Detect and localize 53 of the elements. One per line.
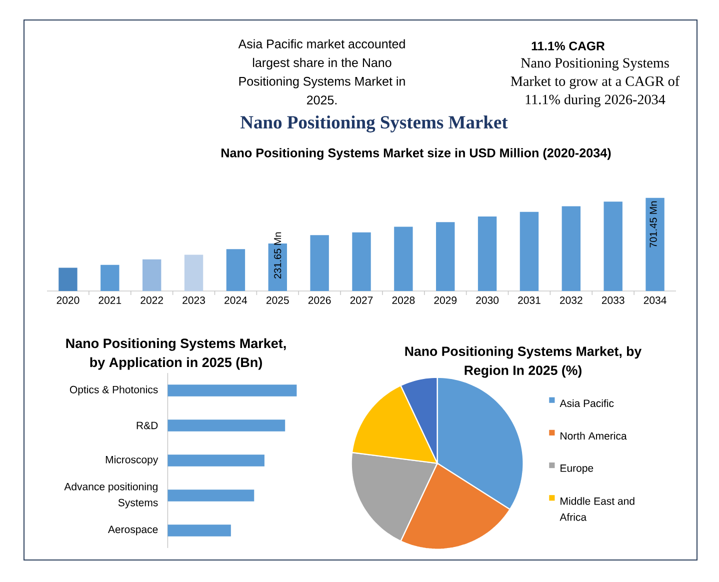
x-tick-label: 2020 xyxy=(56,296,80,304)
bar xyxy=(310,235,329,291)
x-tick-label: 2027 xyxy=(350,296,373,304)
x-tick-label: 2023 xyxy=(182,296,205,304)
legend-label: Asia Pacific xyxy=(560,399,614,408)
chart-title: Nano Positioning Systems Market, by Application in 2025 (Bn) xyxy=(66,338,286,370)
bar xyxy=(226,249,246,291)
bar xyxy=(168,454,264,466)
bar xyxy=(168,524,231,536)
text: Asia Pacific market accounted largest share in the Nano Positioning Systems Market in 2025. xyxy=(238,39,405,104)
y-tick-label: Advance positioning Systems xyxy=(64,482,158,508)
legend-label: Middle East and Africa xyxy=(560,497,634,521)
x-tick-label: 2021 xyxy=(98,296,122,304)
y-tick-label: Optics & Photonics xyxy=(70,386,158,396)
x-tick-label: 2024 xyxy=(224,296,248,304)
bar xyxy=(142,259,162,291)
x-tick-label: 2026 xyxy=(308,296,331,304)
bar xyxy=(100,264,120,291)
bar xyxy=(520,212,539,291)
legend-label: North America xyxy=(560,432,627,440)
annotation: 701.45 Mn xyxy=(650,201,657,248)
bar xyxy=(478,216,497,291)
bar xyxy=(604,202,622,291)
legend-label: Europe xyxy=(560,464,594,474)
bar xyxy=(168,420,286,432)
bar xyxy=(394,226,413,291)
y-tick-label: Aerospace xyxy=(108,526,158,536)
chart-subtitle: Nano Positioning Systems Market size in USD Million (2020-2034) xyxy=(222,148,611,160)
text: 11.1% CAGR xyxy=(532,42,605,50)
bar xyxy=(352,232,371,291)
chart-title: Nano Positioning Systems Market xyxy=(240,116,508,132)
x-tick-label: 2032 xyxy=(560,296,582,304)
bar xyxy=(268,244,287,291)
bar xyxy=(184,254,204,291)
x-tick-label: 2031 xyxy=(518,296,540,304)
x-tick-label: 2033 xyxy=(602,296,624,304)
x-tick-label: 2030 xyxy=(476,296,499,304)
x-tick-label: 2022 xyxy=(140,296,163,304)
bar xyxy=(168,490,254,502)
y-tick-label: Microscopy xyxy=(106,456,158,466)
bar xyxy=(58,268,78,291)
bar xyxy=(646,198,664,291)
x-tick-label: 2034 xyxy=(644,296,666,304)
bar xyxy=(168,384,297,396)
x-tick-label: 2028 xyxy=(392,296,415,304)
x-tick-label: 2025 xyxy=(266,296,289,304)
y-tick-label: R&D xyxy=(136,422,158,430)
chart-title: Nano Positioning Systems Market, by Region In 2025 (%) xyxy=(405,346,642,378)
annotation: 231.65 Mn xyxy=(274,232,282,278)
bar xyxy=(562,206,581,291)
text: Nano Positioning Systems Market to grow at a CAGR of 11.1% during 2026-2034 xyxy=(510,58,680,108)
bar xyxy=(436,222,455,291)
x-tick-label: 2029 xyxy=(434,296,457,304)
